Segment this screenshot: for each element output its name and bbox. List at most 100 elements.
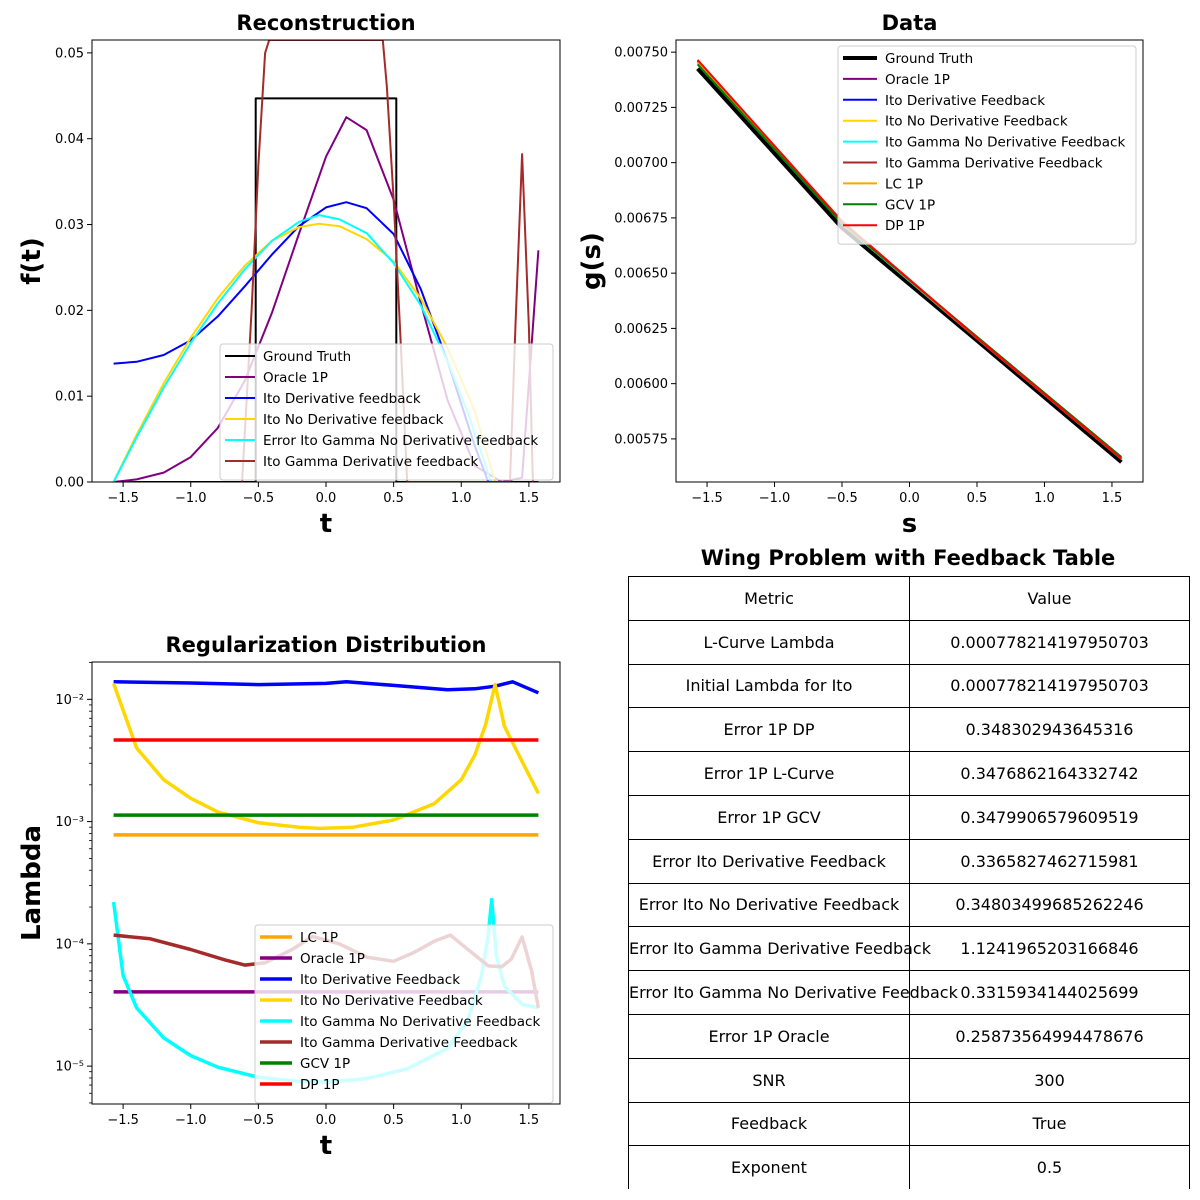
table-row: Error Ito No Derivative Feedback 0.348034… <box>628 882 1190 928</box>
y-tick-label: 10⁻³ <box>55 815 84 830</box>
y-tick-label: 0.00625 <box>614 322 668 337</box>
x-tick-label: 0.5 <box>383 491 404 506</box>
value-cell: 0.348302943645316 <box>909 707 1190 753</box>
series-line <box>113 97 539 482</box>
table-row: Exponent 0.5 <box>628 1145 1190 1189</box>
legend-box <box>837 45 1137 245</box>
legend-label: Ground Truth <box>263 349 351 365</box>
chart-title: Reconstruction <box>236 11 415 35</box>
legend-label: Ito Derivative Feedback <box>885 93 1045 109</box>
value-cell: 0.25873564994478676 <box>909 1013 1190 1059</box>
y-tick-label: 0.00750 <box>614 46 668 61</box>
x-tick-label: 1.0 <box>451 491 472 506</box>
x-tick-label: 1.0 <box>451 1113 472 1128</box>
legend-label: LC 1P <box>300 930 338 946</box>
value-cell: Value <box>909 576 1190 621</box>
x-tick-label: −1.0 <box>759 491 791 506</box>
value-cell: 300 <box>909 1057 1190 1103</box>
y-axis-label: f(t) <box>17 237 47 285</box>
x-tick-label: 0.0 <box>316 491 337 506</box>
metric-cell: SNR <box>628 1057 910 1103</box>
y-tick-label: 0.00725 <box>614 101 668 116</box>
x-tick-label: −1.0 <box>175 1113 207 1128</box>
series-line <box>112 214 492 482</box>
legend-label: Oracle 1P <box>300 951 365 967</box>
chart-2 <box>671 39 1144 487</box>
y-tick-label: 0.00675 <box>614 211 668 226</box>
legend-label: Error Ito Gamma No Derivative feedback <box>263 433 538 449</box>
legend-box <box>219 343 554 481</box>
x-tick-label: −1.0 <box>175 491 207 506</box>
metric-cell: Error 1P GCV <box>628 794 910 840</box>
metrics-table: Metric Value L-Curve Lambda 0.0007782141979… <box>628 576 1190 1189</box>
x-tick-label: 1.5 <box>519 1113 540 1128</box>
metric-cell: Error 1P L-Curve <box>628 751 910 796</box>
x-axis-label: t <box>320 509 332 539</box>
value-cell: 0.3476862164332742 <box>909 751 1190 796</box>
x-tick-label: −0.5 <box>243 1113 275 1128</box>
table-row: SNR 300 <box>628 1057 1190 1103</box>
table-header-row: Metric Value <box>628 576 1190 621</box>
metric-cell: Error Ito Derivative Feedback <box>628 838 910 884</box>
metric-cell: Error 1P DP <box>628 707 910 753</box>
metrics-table-panel: Metric Value L-Curve Lambda 0.0007782141979… <box>628 576 1190 1189</box>
y-tick-label: 0.00575 <box>614 432 668 447</box>
x-tick-label: 0.0 <box>899 491 920 506</box>
value-cell: 0.5 <box>909 1145 1190 1189</box>
chart-3 <box>87 661 561 1109</box>
table-title: Wing Problem with Feedback Table <box>701 546 1116 570</box>
value-cell: 0.000778214197950703 <box>909 663 1190 709</box>
chart-1 <box>87 39 561 487</box>
series-line <box>113 680 540 695</box>
y-tick-label: 0.05 <box>55 46 84 61</box>
metric-cell: L-Curve Lambda <box>628 619 910 665</box>
legend-label: Ito Derivative feedback <box>263 391 421 407</box>
y-tick-label: 0.00600 <box>614 377 668 392</box>
legend-label: Ito Gamma Derivative Feedback <box>300 1035 518 1051</box>
legend-label: Oracle 1P <box>885 72 950 88</box>
y-tick-label: 0.00 <box>55 476 84 491</box>
y-tick-label: 10⁻² <box>55 693 84 708</box>
x-tick-label: −0.5 <box>243 491 275 506</box>
x-tick-label: 1.5 <box>1102 491 1123 506</box>
table-row: Initial Lambda for Ito 0.0007782141979507… <box>628 663 1190 709</box>
metric-cell: Exponent <box>628 1145 910 1189</box>
table-row: Error 1P DP 0.348302943645316 <box>628 707 1190 753</box>
y-tick-label: 0.04 <box>55 132 84 147</box>
legend-label: Ground Truth <box>885 51 973 67</box>
table-row: Error Ito Derivative Feedback 0.336582746… <box>628 838 1190 884</box>
series-line <box>696 67 1123 464</box>
metric-cell: Error Ito No Derivative Feedback <box>628 882 910 928</box>
y-tick-label: 0.01 <box>55 390 84 405</box>
table-row: Error Ito Gamma Derivative Feedback 1.124… <box>628 926 1190 972</box>
y-axis-label: g(s) <box>577 232 607 290</box>
legend-label: DP 1P <box>885 218 925 234</box>
value-cell: True <box>909 1101 1190 1147</box>
x-axis-label: t <box>320 1131 332 1161</box>
table-row: Error 1P L-Curve 0.3476862164332742 <box>628 751 1190 796</box>
legend-box <box>254 924 554 1104</box>
value-cell: 0.3479906579609519 <box>909 794 1190 840</box>
legend-label: Ito Gamma Derivative Feedback <box>885 156 1103 172</box>
x-tick-label: 1.5 <box>519 491 540 506</box>
legend-label: Ito No Derivative Feedback <box>885 114 1068 130</box>
metric-cell: Error 1P Oracle <box>628 1013 910 1059</box>
value-cell: 0.000778214197950703 <box>909 619 1190 665</box>
x-tick-label: −1.5 <box>107 491 139 506</box>
legend-label: Ito Gamma Derivative feedback <box>263 454 479 470</box>
value-cell: 0.3315934144025699 <box>909 970 1190 1015</box>
legend-label: Ito No Derivative feedback <box>263 412 444 428</box>
legend-label: Oracle 1P <box>263 370 328 386</box>
value-cell: 1.1241965203166846 <box>909 926 1190 972</box>
chart-title: Regularization Distribution <box>166 633 487 657</box>
chart-title: Data <box>882 11 938 35</box>
y-tick-label: 0.00650 <box>614 267 668 282</box>
legend-label: GCV 1P <box>885 197 935 213</box>
x-tick-label: 0.0 <box>316 1113 337 1128</box>
series-line <box>696 59 1123 460</box>
legend-label: GCV 1P <box>300 1056 350 1072</box>
legend-label: Ito No Derivative Feedback <box>300 993 483 1009</box>
y-tick-label: 10⁻⁵ <box>55 1060 84 1075</box>
x-tick-label: −1.5 <box>107 1113 139 1128</box>
y-tick-label: 0.02 <box>55 304 84 319</box>
